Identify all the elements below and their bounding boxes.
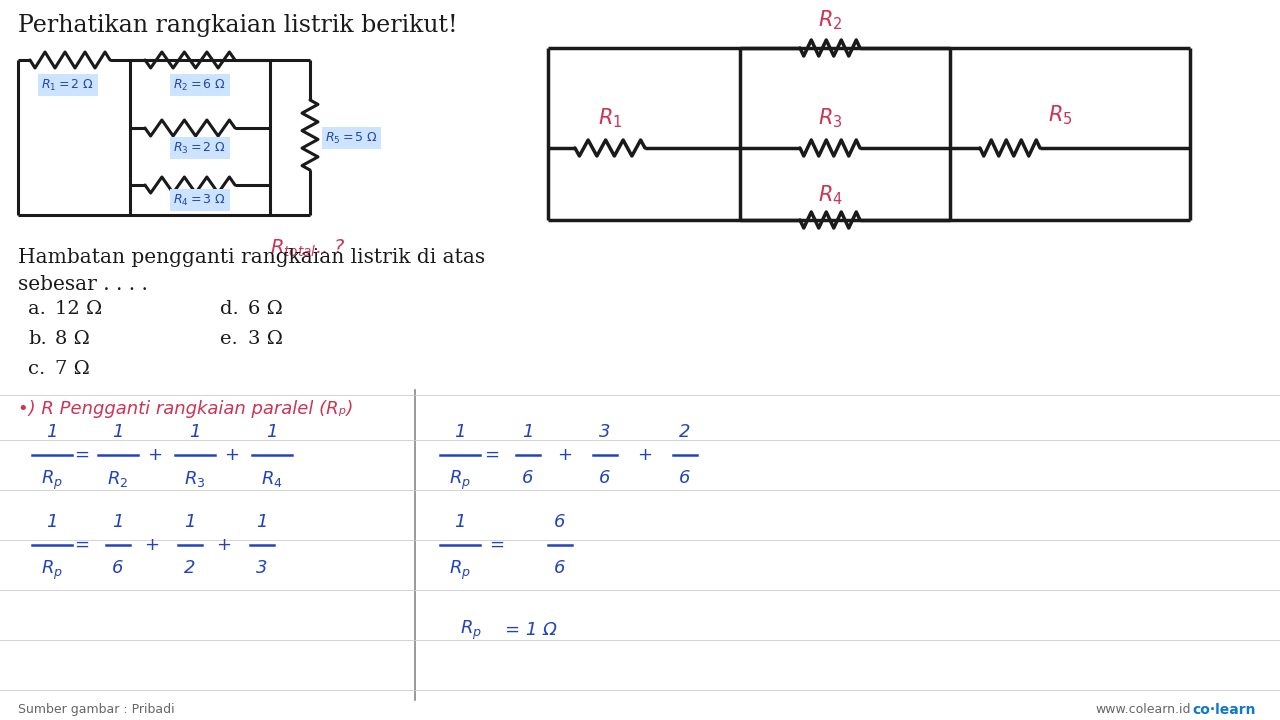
- Text: 6: 6: [554, 513, 566, 531]
- Text: 1: 1: [113, 423, 124, 441]
- Text: 1: 1: [256, 513, 268, 531]
- Text: 1: 1: [46, 513, 58, 531]
- Text: $R_p$: $R_p$: [449, 469, 471, 492]
- Text: 2: 2: [680, 423, 691, 441]
- Text: +: +: [224, 446, 239, 464]
- Text: $R_5$: $R_5$: [1048, 103, 1073, 127]
- Text: 3 Ω: 3 Ω: [248, 330, 283, 348]
- Text: +: +: [147, 446, 163, 464]
- Text: $R_4 = 3\ \Omega$: $R_4 = 3\ \Omega$: [174, 192, 227, 207]
- Text: $R_{total}$.. ?: $R_{total}$.. ?: [270, 238, 346, 259]
- Text: =: =: [489, 536, 504, 554]
- Text: =: =: [484, 446, 499, 464]
- Text: 1: 1: [189, 423, 201, 441]
- Text: 6: 6: [680, 469, 691, 487]
- Text: d.: d.: [220, 300, 239, 318]
- Text: 1: 1: [184, 513, 196, 531]
- Text: $R_2 = 6\ \Omega$: $R_2 = 6\ \Omega$: [174, 78, 227, 93]
- Text: 6: 6: [113, 559, 124, 577]
- Text: +: +: [637, 446, 653, 464]
- Text: $R_p$: $R_p$: [41, 559, 63, 582]
- Text: sebesar . . . .: sebesar . . . .: [18, 275, 148, 294]
- Text: $R_2$: $R_2$: [108, 469, 128, 489]
- Text: Hambatan pengganti rangkaian listrik di atas: Hambatan pengganti rangkaian listrik di …: [18, 248, 485, 267]
- Text: 6: 6: [522, 469, 534, 487]
- Text: 3: 3: [256, 559, 268, 577]
- Text: =: =: [74, 536, 90, 554]
- Text: $R_5 = 5\ \Omega$: $R_5 = 5\ \Omega$: [325, 130, 378, 145]
- Text: $R_1$: $R_1$: [598, 107, 622, 130]
- Text: $R_p$: $R_p$: [460, 618, 483, 642]
- Text: +: +: [557, 446, 572, 464]
- Text: $R_4$: $R_4$: [261, 469, 283, 489]
- Text: $R_3$: $R_3$: [184, 469, 206, 489]
- Text: 7 Ω: 7 Ω: [55, 360, 90, 378]
- Text: 6: 6: [554, 559, 566, 577]
- Text: $R_4$: $R_4$: [818, 183, 842, 207]
- Text: 6 Ω: 6 Ω: [248, 300, 283, 318]
- Text: $R_3 = 2\ \Omega$: $R_3 = 2\ \Omega$: [174, 140, 227, 156]
- Text: +: +: [216, 536, 232, 554]
- Text: 1: 1: [46, 423, 58, 441]
- Text: 8 Ω: 8 Ω: [55, 330, 90, 348]
- Text: $R_3$: $R_3$: [818, 107, 842, 130]
- Text: 1: 1: [266, 423, 278, 441]
- Text: =: =: [74, 446, 90, 464]
- Text: Perhatikan rangkaian listrik berikut!: Perhatikan rangkaian listrik berikut!: [18, 14, 458, 37]
- Text: $R_p$: $R_p$: [41, 469, 63, 492]
- Text: b.: b.: [28, 330, 47, 348]
- Text: c.: c.: [28, 360, 45, 378]
- Text: 3: 3: [599, 423, 611, 441]
- Text: •) R Pengganti rangkaian paralel (Rₚ): •) R Pengganti rangkaian paralel (Rₚ): [18, 400, 353, 418]
- Text: = 1 Ω: = 1 Ω: [506, 621, 557, 639]
- Text: Sumber gambar : Pribadi: Sumber gambar : Pribadi: [18, 703, 174, 716]
- Text: 1: 1: [522, 423, 534, 441]
- Text: $R_2$: $R_2$: [818, 8, 842, 32]
- Text: 1: 1: [454, 423, 466, 441]
- Text: 1: 1: [454, 513, 466, 531]
- Text: 6: 6: [599, 469, 611, 487]
- Text: $R_p$: $R_p$: [449, 559, 471, 582]
- Text: 1: 1: [113, 513, 124, 531]
- Text: 12 Ω: 12 Ω: [55, 300, 102, 318]
- Text: e.: e.: [220, 330, 238, 348]
- Text: 2: 2: [184, 559, 196, 577]
- Text: a.: a.: [28, 300, 46, 318]
- Text: co·learn: co·learn: [1192, 703, 1256, 717]
- Text: $R_1 = 2\ \Omega$: $R_1 = 2\ \Omega$: [41, 78, 95, 93]
- Text: www.colearn.id: www.colearn.id: [1094, 703, 1190, 716]
- Text: +: +: [145, 536, 160, 554]
